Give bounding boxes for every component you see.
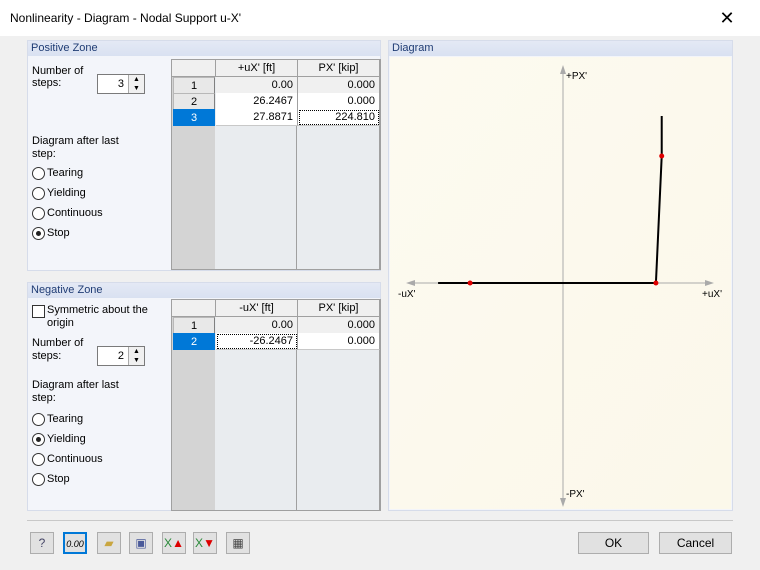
axis-arrow-down-icon [560,498,566,507]
axis-label-right: +uX' [702,289,722,300]
diagram-panel: Diagram +PX' -PX' -uX' +uX' [388,40,733,511]
excel-import-icon: X▲ [164,536,184,550]
diagram-title: Diagram [389,41,732,56]
number-format-button[interactable]: 0.00 [63,532,87,554]
radio-label-stop: Stop [47,473,70,485]
row-number[interactable]: 2 [173,93,215,110]
negative-steps-value: 2 [117,350,124,362]
cancel-button[interactable]: Cancel [659,532,732,554]
cell-u[interactable]: 0.00 [216,77,298,94]
cell-u[interactable]: 0.00 [216,317,298,334]
negative-table[interactable]: -uX' [ft] PX' [kip] 1 0.00 0.000 2 -26.2467 0.0… [171,299,381,511]
radio-label-yielding: Yielding [47,433,86,445]
negative-steps-label: Number of steps: [32,337,84,362]
spinner-arrows-icon[interactable]: ▲ ▼ [128,75,144,93]
positive-table[interactable]: +uX' [ft] PX' [kip] 1 0.00 0.000 2 26.2467 0.00… [171,59,381,270]
axis-label-left: -uX' [398,289,416,300]
radio-tearing[interactable] [32,413,45,426]
radio-label-continuous: Continuous [47,207,103,219]
help-icon: ? [38,536,46,550]
negative-zone-panel: Negative Zone Symmetric about the origin… [27,282,381,511]
row-number[interactable]: 1 [173,317,215,334]
positive-zone-panel: Positive Zone Number of steps: 3 ▲ ▼ Diagr… [27,40,381,271]
cell-p[interactable]: 0.000 [298,77,380,94]
title-bar: Nonlinearity - Diagram - Nodal Support u… [0,0,760,36]
corner-header [172,300,216,317]
axis-arrow-left-icon [406,280,415,286]
axis-label-bottom: -PX' [566,489,585,500]
diagram-point [659,153,665,159]
column-header-u[interactable]: -uX' [ft] [216,300,298,317]
negative-steps-spinner[interactable]: 2 ▲ ▼ [97,346,145,366]
excel-export-icon: X▼ [195,536,215,550]
cell-p[interactable]: 224.810 [298,109,380,126]
row-number[interactable]: 2 [173,333,215,350]
radio-tearing[interactable] [32,167,45,180]
spinner-arrows-icon[interactable]: ▲ ▼ [128,347,144,365]
diagram-point [653,280,659,286]
calculator-button[interactable]: ▦ [226,532,250,554]
cell-p[interactable]: 0.000 [298,333,380,350]
excel-import-button[interactable]: X▲ [162,532,186,554]
excel-export-button[interactable]: X▼ [193,532,217,554]
ok-button[interactable]: OK [578,532,649,554]
axis-arrow-right-icon [705,280,714,286]
radio-stop[interactable] [32,473,45,486]
cell-u[interactable]: 26.2467 [216,93,298,110]
axis-label-top: +PX' [566,71,587,82]
row-number[interactable]: 3 [173,109,215,126]
cell-p[interactable]: 0.000 [298,317,380,334]
corner-header [172,60,216,77]
column-header-u[interactable]: +uX' [ft] [216,60,298,77]
negative-after-label: Diagram after last step: [32,379,119,404]
cell-p[interactable]: 0.000 [298,93,380,110]
positive-steps-label: Number of steps: [32,65,84,89]
row-number[interactable]: 1 [173,77,215,94]
column-header-p[interactable]: PX' [kip] [298,60,380,77]
positive-after-label: Diagram after last step: [32,135,119,160]
diagram-canvas: +PX' -PX' -uX' +uX' [390,57,731,509]
column-header-p[interactable]: PX' [kip] [298,300,380,317]
window-title: Nonlinearity - Diagram - Nodal Support u… [10,11,242,25]
axis-arrow-up-icon [560,65,566,74]
nonlinearity-curve [438,115,663,284]
radio-label-tearing: Tearing [47,167,84,179]
diagram-point [467,280,473,286]
radio-continuous[interactable] [32,453,45,466]
radio-label-continuous: Continuous [47,453,103,465]
save-icon: ▣ [135,536,147,550]
symmetric-label: Symmetric about the origin [47,304,148,329]
calculator-icon: ▦ [232,536,244,550]
radio-label-yielding: Yielding [47,187,86,199]
negative-zone-title: Negative Zone [28,283,380,298]
positive-steps-value: 3 [117,78,124,90]
separator [27,520,733,521]
radio-yielding[interactable] [32,433,45,446]
cell-u[interactable]: -26.2467 [216,333,298,350]
save-button[interactable]: ▣ [129,532,153,554]
close-icon[interactable]: ✕ [719,8,735,28]
open-icon: ▰ [104,536,114,550]
positive-steps-spinner[interactable]: 3 ▲ ▼ [97,74,145,94]
cell-u[interactable]: 27.8871 [216,109,298,126]
radio-label-tearing: Tearing [47,413,84,425]
help-button[interactable]: ? [30,532,54,554]
radio-label-stop: Stop [47,227,70,239]
open-button[interactable]: ▰ [97,532,121,554]
positive-zone-title: Positive Zone [28,41,380,56]
symmetric-checkbox[interactable] [32,305,45,318]
radio-continuous[interactable] [32,207,45,220]
radio-stop[interactable] [32,227,45,240]
radio-yielding[interactable] [32,187,45,200]
number-format-icon: 0.00 [66,539,84,549]
